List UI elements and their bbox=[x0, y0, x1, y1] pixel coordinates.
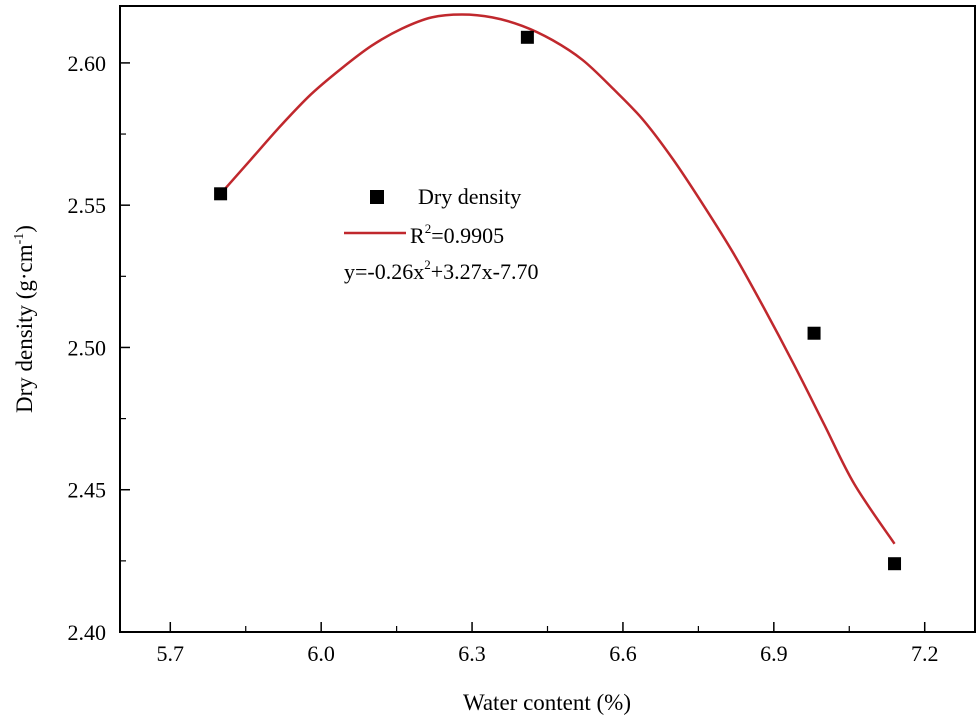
x-tick-label: 6.6 bbox=[609, 641, 637, 666]
plot-frame bbox=[119, 5, 976, 633]
y-tick-label: 2.45 bbox=[68, 478, 107, 503]
y-axis-title-base: Dry density (g·cm bbox=[12, 244, 37, 413]
x-ticks: 5.7 6.0 6.3 6.6 6.9 7.2 bbox=[157, 622, 939, 666]
legend-equation-p1: y=-0.26x bbox=[344, 259, 424, 284]
legend-equation: y=-0.26x2+3.27x-7.70 bbox=[344, 257, 538, 284]
legend-r2-label: R2=0.9905 bbox=[410, 221, 504, 248]
points-layer bbox=[214, 30, 902, 571]
legend-equation-p2: +3.27x-7.70 bbox=[431, 259, 539, 284]
y-tick-label: 2.40 bbox=[68, 620, 107, 645]
legend-marker-label: Dry density bbox=[418, 184, 521, 209]
legend: Dry density R2=0.9905 y=-0.26x2+3.27x-7.… bbox=[344, 184, 538, 284]
data-point bbox=[520, 30, 534, 44]
y-tick-label: 2.60 bbox=[68, 51, 107, 76]
x-tick-label: 6.3 bbox=[458, 641, 486, 666]
x-tick-label: 6.0 bbox=[307, 641, 335, 666]
data-point bbox=[807, 326, 821, 340]
y-axis-title-sup: -1 bbox=[12, 233, 27, 245]
y-tick-label: 2.55 bbox=[68, 193, 107, 218]
x-axis-title: Water content (%) bbox=[463, 690, 631, 715]
data-point bbox=[888, 557, 902, 571]
y-ticks: 2.40 2.45 2.50 2.55 2.60 bbox=[68, 51, 130, 645]
legend-marker-icon bbox=[370, 190, 384, 204]
y-axis-title-end: ) bbox=[12, 225, 37, 233]
fit-curve bbox=[219, 13, 896, 545]
y-axis-title: Dry density (g·cm-1) bbox=[12, 225, 37, 413]
x-tick-label: 7.2 bbox=[911, 641, 939, 666]
legend-equation-sup: 2 bbox=[424, 257, 431, 272]
legend-r2-sup: 2 bbox=[425, 221, 432, 236]
legend-r2-base: R bbox=[410, 223, 425, 248]
data-point bbox=[214, 187, 228, 201]
legend-r2-rest: =0.9905 bbox=[431, 223, 504, 248]
y-tick-label: 2.50 bbox=[68, 335, 107, 360]
x-tick-label: 5.7 bbox=[157, 641, 185, 666]
fit-layer bbox=[219, 13, 896, 545]
x-tick-label: 6.9 bbox=[760, 641, 788, 666]
